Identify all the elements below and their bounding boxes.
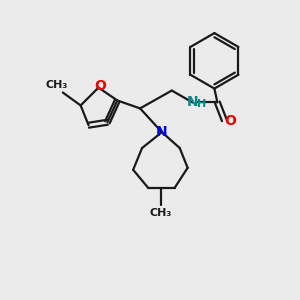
Text: O: O [224,114,236,128]
Text: O: O [94,79,106,93]
Text: H: H [197,99,206,110]
Text: CH₃: CH₃ [46,80,68,90]
Text: N: N [156,125,168,139]
Text: N: N [187,95,198,110]
Text: CH₃: CH₃ [150,208,172,218]
